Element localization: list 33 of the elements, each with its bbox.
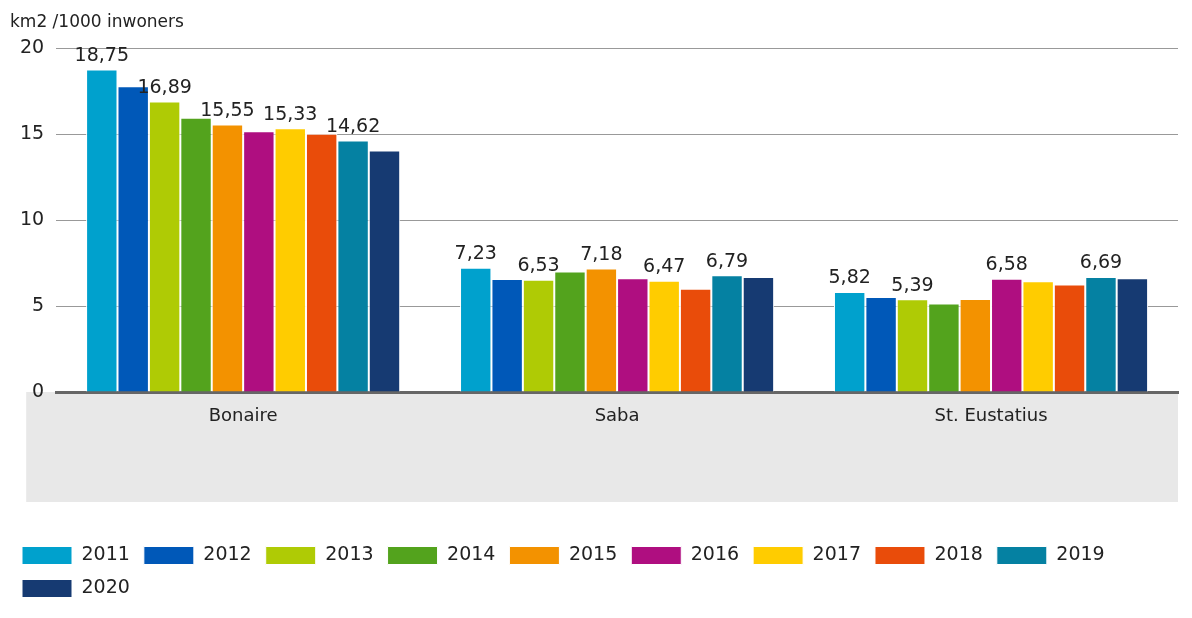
legend-label: 2013 [325,542,374,565]
data-label: 6,53 [517,253,560,276]
y-tick-label: 5 [32,292,45,315]
data-label: 6,47 [643,254,686,277]
legend-label: 2011 [81,542,130,565]
data-label: 5,39 [891,272,934,295]
data-label: 6,69 [1079,250,1123,273]
data-label: 7,23 [454,241,497,264]
legend-label: 2017 [812,542,861,565]
x-tick-label: Bonaire [208,404,278,426]
legend-label: 2020 [81,575,130,598]
y-tick-label: 20 [19,34,45,57]
x-tick-label: Saba [594,404,640,426]
legend-label: 2015 [568,542,618,565]
data-label: 18,75 [74,42,129,65]
legend-label: 2019 [1056,542,1105,565]
data-label: 6,58 [985,252,1028,275]
legend-label: 2018 [934,542,983,565]
y-tick-label: 10 [19,206,45,229]
y-tick-label: 0 [32,378,45,401]
x-tick-label: St. Eustatius [934,404,1048,426]
y-axis-title: km2 /1000 inwoners [10,10,185,31]
data-label: 15,55 [200,97,255,120]
data-label: 14,62 [325,113,381,136]
legend-label: 2016 [690,542,740,565]
data-label: 6,79 [705,248,749,271]
data-label: 15,33 [263,101,318,124]
legend-label: 2012 [203,542,252,565]
legend-label: 2014 [447,542,496,565]
data-label: 7,18 [580,241,623,264]
y-tick-label: 15 [19,120,45,143]
data-label: 5,82 [828,265,871,288]
data-label: 16,89 [137,74,192,97]
